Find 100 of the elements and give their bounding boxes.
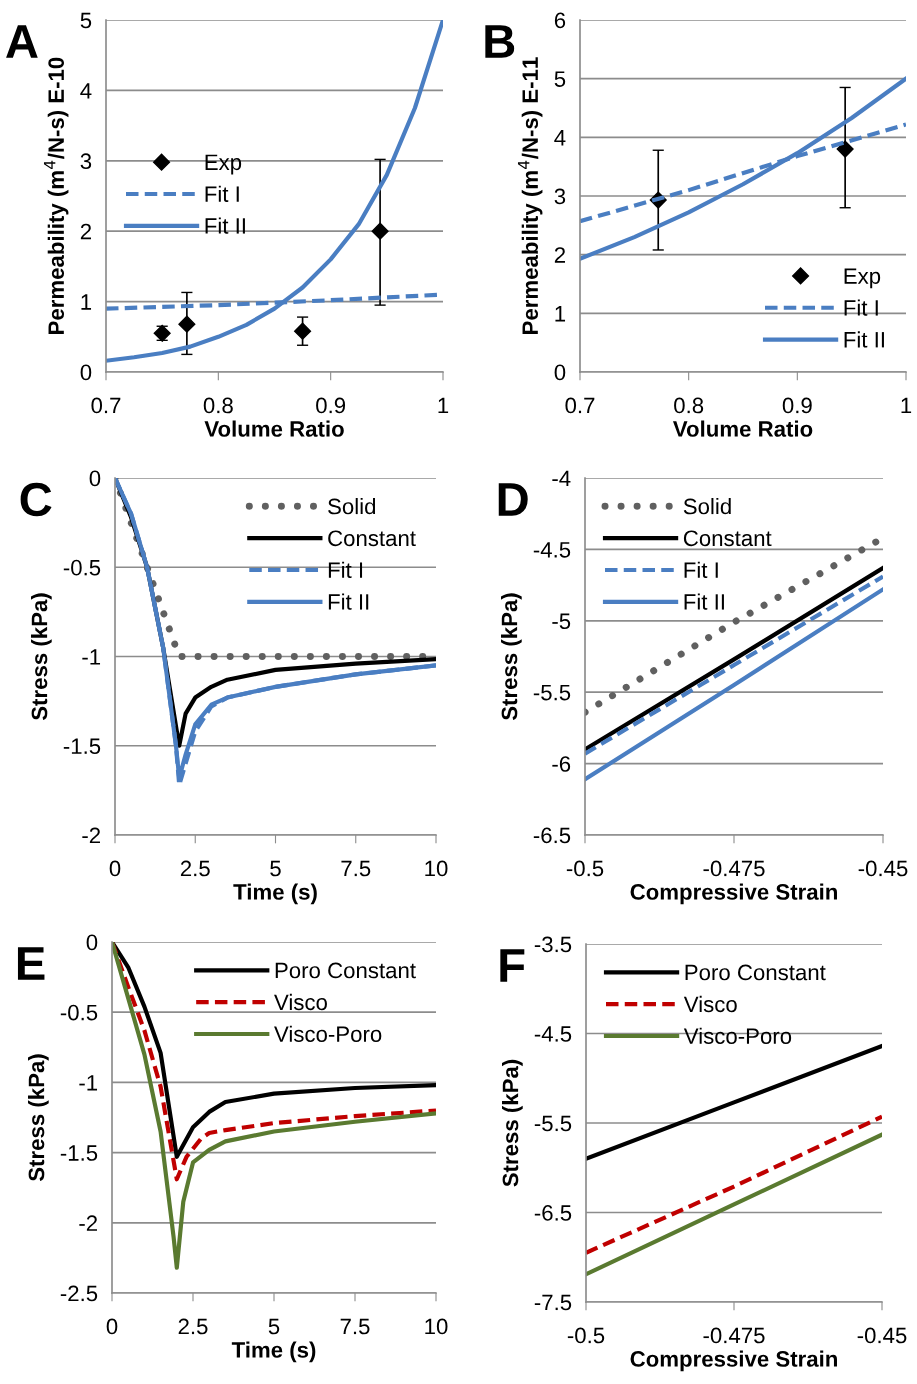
chart-title: C bbox=[20, 482, 52, 517]
legend-label: Constant bbox=[328, 530, 416, 547]
x-tick-label: 0.7 bbox=[91, 397, 121, 414]
x-axis-title: Compressive Strain bbox=[630, 1350, 837, 1372]
x-tick-label: 10 bbox=[425, 1318, 448, 1335]
x-tick-label: -0.45 bbox=[857, 1327, 907, 1344]
legend-label: Exp bbox=[205, 154, 242, 175]
y-tick-label: -6.5 bbox=[534, 1205, 572, 1221]
x-tick-label: 5 bbox=[268, 1318, 280, 1335]
x-tick-label: 7.5 bbox=[340, 1318, 370, 1335]
y-tick-label: 4 bbox=[80, 83, 92, 99]
point bbox=[294, 322, 312, 340]
legend-label: Poro Constant bbox=[685, 964, 826, 981]
y-axis-title: Stress (kPa) bbox=[501, 593, 522, 721]
chart-title: A bbox=[6, 25, 38, 58]
y-tick-label: 0 bbox=[86, 934, 98, 951]
x-tick-label: -0.5 bbox=[566, 860, 604, 877]
x-tick-label: 0.9 bbox=[316, 397, 346, 414]
legend-label: Solid bbox=[328, 498, 376, 515]
legend-label: Exp bbox=[844, 268, 881, 289]
y-tick-label: 3 bbox=[80, 153, 92, 170]
y-tick-label: 2 bbox=[554, 247, 565, 263]
x-tick-label: 0.9 bbox=[782, 397, 812, 414]
y-tick-label: -1.5 bbox=[60, 1145, 98, 1161]
y-axis-title: Permeability (m$^{4}$/N-s) E-11 bbox=[517, 57, 543, 334]
x-tick-label: 0.8 bbox=[674, 397, 704, 414]
x-tick-label: 10 bbox=[425, 860, 448, 877]
x-axis-title: Compressive Strain bbox=[630, 883, 837, 905]
x-axis-title: Time (s) bbox=[233, 883, 317, 905]
legend-label: Fit I bbox=[205, 185, 239, 202]
y-tick-label: -2 bbox=[82, 827, 100, 844]
line-series bbox=[580, 76, 906, 261]
legend-label: Visco-Poro bbox=[274, 1025, 382, 1042]
x-tick-label: 1 bbox=[901, 397, 912, 414]
chart-title: F bbox=[500, 949, 525, 982]
legend-label: Poro Constant bbox=[275, 962, 416, 979]
x-tick-label: 1 bbox=[438, 397, 449, 414]
x-tick-label: 0 bbox=[106, 1318, 118, 1335]
x-tick-label: 0 bbox=[109, 860, 121, 877]
x-tick-label: -0.45 bbox=[858, 860, 908, 877]
legend-label: Constant bbox=[683, 530, 772, 547]
chart-title: E bbox=[17, 947, 45, 980]
point bbox=[371, 222, 389, 240]
y-tick-label: 1 bbox=[81, 294, 92, 310]
y-tick-label: -4 bbox=[552, 470, 571, 487]
x-tick-label: 2.5 bbox=[180, 860, 210, 877]
x-tick-label: -0.475 bbox=[703, 860, 765, 877]
x-tick-label: -0.5 bbox=[567, 1327, 605, 1344]
y-tick-label: -5.5 bbox=[534, 1115, 572, 1132]
legend-label: Visco bbox=[683, 995, 737, 1013]
y-tick-label: 6 bbox=[554, 12, 566, 29]
chart-title: B bbox=[485, 25, 515, 58]
y-tick-label: -4.5 bbox=[533, 542, 571, 558]
x-axis-title: Volume Ratio bbox=[672, 420, 813, 437]
x-tick-label: 0.8 bbox=[203, 397, 233, 414]
y-tick-label: -4.5 bbox=[534, 1026, 572, 1042]
x-tick-label: 7.5 bbox=[341, 860, 371, 877]
y-tick-label: -5.5 bbox=[533, 684, 571, 701]
legend-label: Fit I bbox=[684, 561, 718, 578]
y-tick-label: 5 bbox=[80, 12, 92, 29]
y-tick-label: -2 bbox=[79, 1215, 97, 1231]
y-tick-label: 3 bbox=[554, 188, 566, 205]
y-tick-label: 1 bbox=[555, 306, 566, 322]
y-axis-title: Stress (kPa) bbox=[502, 1059, 523, 1187]
y-tick-label: -2.5 bbox=[60, 1285, 98, 1302]
legend-label: Solid bbox=[683, 498, 731, 515]
y-tick-label: -7.5 bbox=[534, 1294, 572, 1311]
chart-title: D bbox=[498, 483, 528, 516]
y-tick-label: -3.5 bbox=[534, 936, 572, 953]
y-tick-label: -0.5 bbox=[63, 559, 101, 576]
legend-label: Visco bbox=[274, 993, 327, 1011]
y-tick-label: -5 bbox=[552, 613, 571, 630]
y-tick-label: -6 bbox=[552, 756, 571, 772]
y-tick-label: -1 bbox=[82, 649, 101, 665]
y-tick-label: -1 bbox=[79, 1075, 98, 1091]
y-axis-title: Stress (kPa) bbox=[31, 593, 52, 721]
legend-label: Fit II bbox=[205, 217, 245, 234]
x-tick-label: 2.5 bbox=[178, 1318, 208, 1335]
legend-label: Fit I bbox=[844, 299, 878, 316]
y-axis-title: Stress (kPa) bbox=[28, 1054, 49, 1182]
x-axis-title: Volume Ratio bbox=[204, 420, 344, 437]
y-tick-label: 5 bbox=[554, 71, 566, 87]
x-tick-label: -0.475 bbox=[703, 1327, 765, 1344]
y-tick-label: -6.5 bbox=[533, 827, 571, 844]
x-tick-label: 0.7 bbox=[565, 397, 595, 414]
y-tick-label: 4 bbox=[554, 130, 566, 146]
y-tick-label: -0.5 bbox=[60, 1004, 98, 1021]
y-tick-label: 0 bbox=[554, 364, 566, 381]
y-tick-label: -1.5 bbox=[63, 738, 101, 755]
legend-label: Fit II bbox=[684, 593, 724, 610]
x-axis-title: Time (s) bbox=[231, 1341, 316, 1363]
x-tick-label: 5 bbox=[270, 860, 281, 877]
point bbox=[178, 315, 196, 333]
y-axis-title: Permeability (m$^{4}$/N-s) E-10 bbox=[43, 57, 69, 334]
legend-label: Fit II bbox=[844, 331, 884, 348]
legend-label: Fit I bbox=[328, 561, 363, 578]
legend-label: Fit II bbox=[328, 593, 369, 610]
y-tick-label: 2 bbox=[80, 223, 91, 240]
legend-label: Visco-Poro bbox=[683, 1027, 792, 1044]
y-tick-label: 0 bbox=[80, 364, 92, 381]
